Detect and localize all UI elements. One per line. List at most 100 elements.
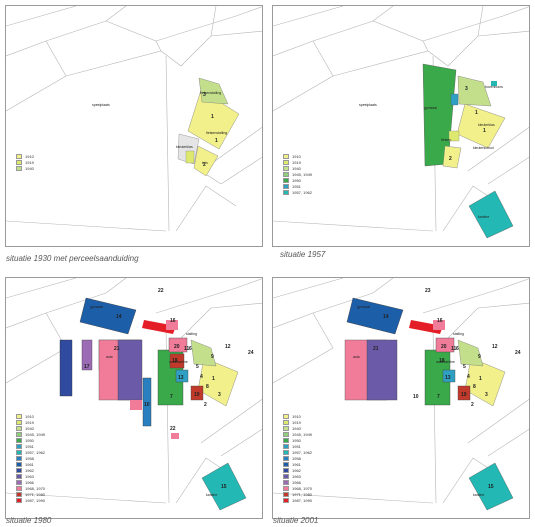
- building-number: 22: [170, 426, 176, 432]
- legend-swatch: [16, 425, 22, 431]
- legend-swatch: [283, 473, 289, 479]
- legend-item: 1910: [16, 153, 34, 159]
- building-number: 12: [492, 344, 498, 350]
- legend-swatch: [283, 183, 289, 189]
- label-kindergarten: kleuterklas: [176, 145, 193, 149]
- legend-label: 1961: [292, 461, 301, 467]
- label-storage: stalling: [186, 332, 197, 336]
- legend-item: 1940: [16, 425, 45, 431]
- label-canteen: kantine: [206, 493, 217, 497]
- legend-label: 1945, 1949: [292, 171, 313, 177]
- label-aula-canteen: aula/kantine: [169, 360, 188, 364]
- building-number: 10: [144, 402, 150, 408]
- legend-swatch: [283, 171, 289, 177]
- legend-label: 1910: [292, 413, 301, 419]
- map-2001: gymzaal aula aula/kantine stalling kanti…: [273, 278, 529, 511]
- building-number: 5: [463, 364, 466, 370]
- map-1930: speelplaats fietsenstalling kleuterklas …: [6, 6, 262, 232]
- building-number: 24: [248, 350, 254, 356]
- building-number: 19: [461, 392, 467, 398]
- pink-small: [433, 320, 445, 330]
- legend-item: 1957, 1962: [283, 189, 312, 195]
- legend-label: 1958: [292, 455, 301, 461]
- legend-swatch: [283, 491, 289, 497]
- building-number: 4: [200, 374, 203, 380]
- legend-label: 1951: [292, 183, 301, 189]
- legend-swatch: [283, 485, 289, 491]
- parcel-1: [187, 89, 240, 150]
- legend-item: 1950: [16, 437, 45, 443]
- pink-block-20: [168, 337, 188, 353]
- legend-swatch: [283, 449, 289, 455]
- legend-label: 1950: [25, 437, 34, 443]
- parcel-3: [198, 77, 229, 105]
- building-number: 16: [437, 318, 443, 324]
- legend-label: 1971, 1980: [25, 491, 46, 497]
- legend-item: 1966: [283, 479, 312, 485]
- building-number: 7: [170, 394, 173, 400]
- label-aula: aula: [353, 355, 360, 359]
- blue-bar-10: [142, 377, 152, 427]
- building-number: 21: [114, 346, 120, 352]
- legend-item: 1945, 1949: [16, 431, 45, 437]
- legend-item: 1963: [16, 473, 45, 479]
- map-panel-2001: gymzaal aula aula/kantine stalling kanti…: [272, 277, 530, 519]
- blue-1962-bar: [59, 339, 73, 397]
- building-number: 6: [456, 346, 459, 352]
- legend-swatch: [283, 153, 289, 159]
- legend-swatch: [16, 159, 22, 165]
- legend-item: 1919: [283, 419, 312, 425]
- blue-1951-block: [450, 93, 459, 106]
- legend-item: 1961: [16, 461, 45, 467]
- legend-item: 1940: [283, 165, 312, 171]
- legend-swatch: [283, 159, 289, 165]
- legend-1957: 1910 1919 1940 1945, 1949 1950 1951 1957, 1962: [283, 153, 312, 195]
- legend-label: 1958: [25, 455, 34, 461]
- legend-label: 1963: [25, 473, 34, 479]
- building-number: 4: [467, 374, 470, 380]
- legend-swatch: [16, 461, 22, 467]
- legend-swatch: [283, 177, 289, 183]
- label-aula-canteen: aula/kantine: [436, 360, 455, 364]
- caption-1980: situatie 1980: [6, 516, 52, 525]
- legend-label: 1962: [25, 467, 34, 473]
- purple-1963-block: [117, 339, 143, 401]
- building-number: 8: [473, 384, 476, 390]
- building-number: 22: [158, 288, 164, 294]
- legend-swatch: [16, 497, 22, 503]
- label-gym: gymzaal: [424, 106, 437, 110]
- legend-item: 1958: [16, 455, 45, 461]
- caption-1957: situatie 1957: [280, 250, 326, 259]
- building-number: 19: [194, 392, 200, 398]
- legend-item: 1910: [283, 153, 312, 159]
- legend-item: 1962: [283, 467, 312, 473]
- building-number: 23: [425, 288, 431, 294]
- legend-label: 1987, 1990: [292, 497, 313, 503]
- block-3: [457, 75, 492, 107]
- block-number: 3: [465, 86, 468, 92]
- legend-item: 1919: [16, 159, 34, 165]
- legend-label: 1940: [292, 425, 301, 431]
- map-panel-1980: gymzaal aula aula/kantine stalling kanti…: [5, 277, 263, 519]
- dark-red-block: [169, 353, 185, 369]
- legend-label: 1957, 1962: [292, 449, 313, 455]
- legend-item: 1950: [283, 177, 312, 183]
- blue-block-12: [175, 369, 189, 383]
- building-number: 5: [196, 364, 199, 370]
- legend-item: 1951: [283, 443, 312, 449]
- legend-label: 1910: [25, 413, 34, 419]
- label-kindergarten-school: kleuterschool: [473, 146, 494, 150]
- pink-bottom: [130, 400, 142, 410]
- block-2: [442, 145, 462, 169]
- building-number: 20: [174, 344, 180, 350]
- legend-label: 1919: [25, 419, 34, 425]
- green-block-3: [457, 339, 484, 367]
- legend-label: 1971, 1980: [292, 491, 313, 497]
- blue-1961-block: [346, 297, 404, 335]
- building-number: 7: [437, 394, 440, 400]
- building-number: 18: [439, 358, 445, 364]
- legend-label: 1961: [25, 461, 34, 467]
- building-number: 9: [478, 354, 481, 360]
- green-block-3: [190, 339, 217, 367]
- legend-swatch: [16, 467, 22, 473]
